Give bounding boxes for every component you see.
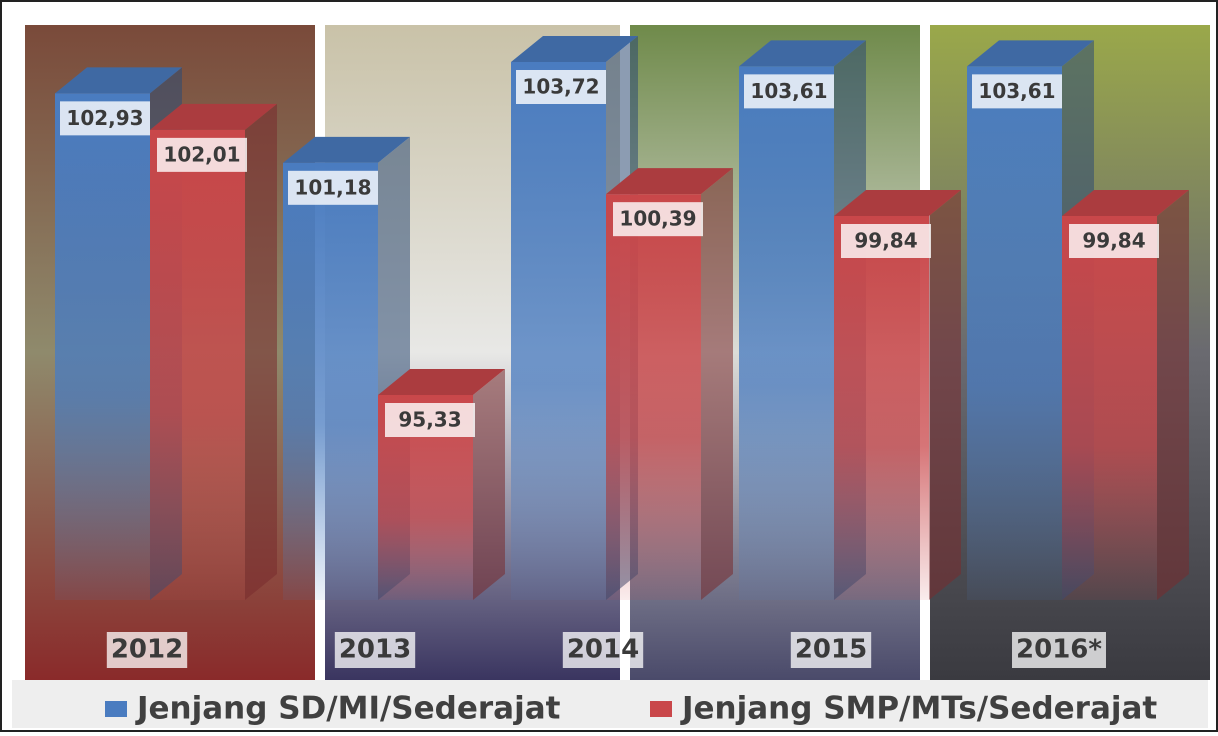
value-label-box	[288, 170, 378, 205]
value-label-box	[157, 137, 247, 172]
bar-top	[150, 103, 277, 130]
bar	[283, 162, 378, 600]
value-label: 102,01	[163, 142, 240, 166]
bar-side	[473, 369, 505, 600]
value-label-box	[385, 403, 475, 437]
value-label: 100,39	[619, 207, 696, 231]
value-label: 95,33	[398, 408, 461, 432]
bar-side	[1157, 189, 1189, 600]
x-tick-box	[562, 632, 644, 668]
bar	[1062, 215, 1157, 600]
bar-top	[739, 40, 866, 67]
bar-top	[283, 136, 410, 163]
value-label: 103,72	[522, 75, 599, 99]
value-label-box	[841, 223, 931, 258]
bar-top	[606, 168, 733, 195]
legend-swatch	[105, 701, 127, 717]
bar-top	[378, 369, 505, 395]
bar-side	[701, 168, 733, 600]
value-label: 99,84	[1082, 228, 1145, 252]
value-label-box	[1069, 223, 1159, 258]
bar-top	[511, 36, 638, 62]
legend-swatch	[650, 701, 672, 717]
bar-top	[55, 67, 182, 94]
value-label-box	[972, 74, 1062, 109]
bar	[834, 215, 929, 600]
value-label-box	[60, 101, 150, 136]
value-label: 103,61	[750, 79, 827, 103]
value-label-box	[516, 70, 606, 104]
x-tick-label: 2013	[339, 635, 411, 665]
bar-top	[1062, 189, 1189, 216]
legend-area	[12, 680, 1208, 728]
bar-top	[834, 189, 961, 216]
bar-side	[929, 189, 961, 600]
bar	[606, 194, 701, 600]
value-label-box	[613, 202, 703, 237]
legend-label: Jenjang SMP/MTs/Sederajat	[680, 691, 1157, 727]
x-tick-label: 2014	[567, 635, 639, 665]
x-tick-label: 2012	[111, 635, 183, 665]
bar-top	[967, 40, 1094, 67]
legend-label: Jenjang SD/MI/Sederajat	[135, 691, 561, 727]
value-label: 99,84	[854, 228, 917, 252]
x-tick-label: 2015	[795, 635, 867, 665]
value-label: 103,61	[978, 79, 1055, 103]
bar-side	[245, 103, 277, 600]
bar	[55, 93, 150, 600]
bar	[967, 66, 1062, 601]
bar	[150, 129, 245, 600]
x-tick-box	[790, 632, 872, 668]
bar	[511, 62, 606, 600]
value-label: 101,18	[294, 175, 371, 199]
x-tick-box	[106, 632, 188, 668]
x-tick-box	[1012, 632, 1106, 668]
value-label: 102,93	[66, 106, 143, 130]
value-label-box	[744, 74, 834, 109]
bar	[739, 66, 834, 601]
x-tick-label: 2016*	[1016, 635, 1102, 665]
x-tick-box	[334, 632, 416, 668]
